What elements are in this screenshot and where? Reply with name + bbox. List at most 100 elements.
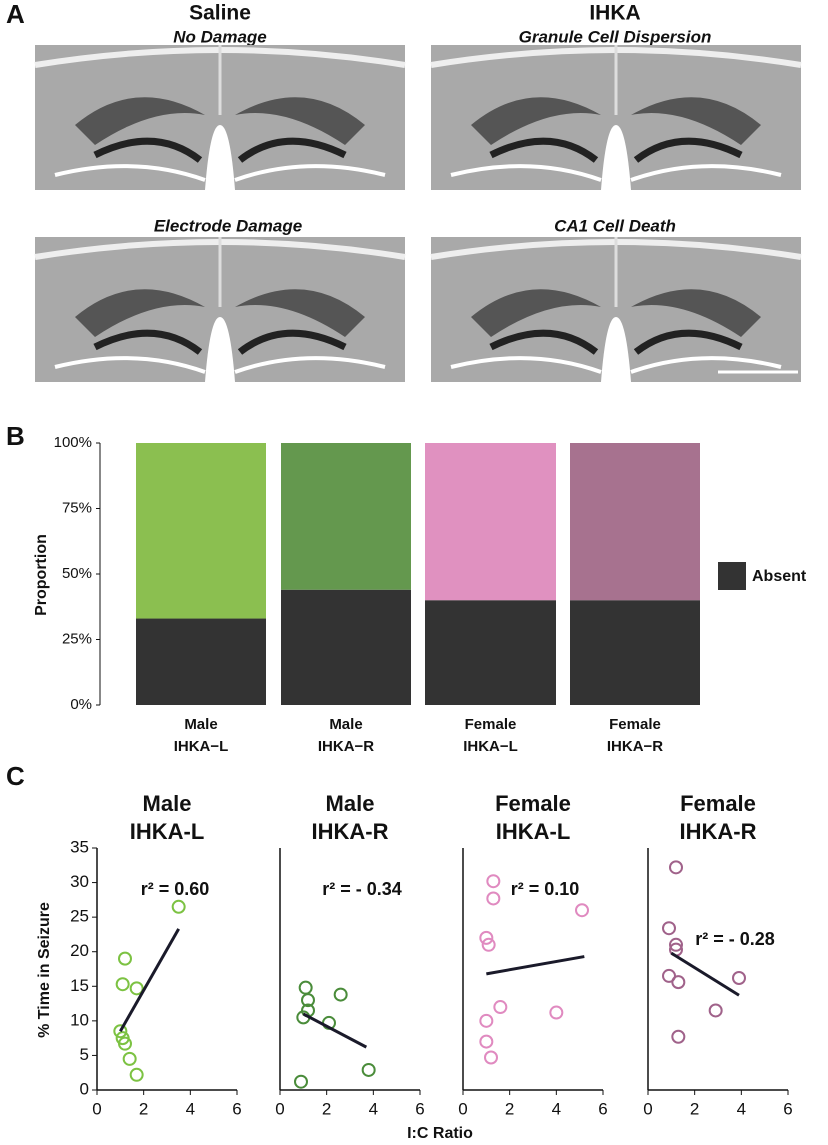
x-tick-label: 2 (322, 1099, 331, 1118)
y-axis-label: Proportion (33, 534, 50, 616)
data-point (669, 860, 683, 875)
data-point (662, 968, 676, 983)
y-tick-label: 5 (80, 1045, 89, 1064)
data-point (486, 874, 501, 889)
column-subtitle: Granule Cell Dispersion (519, 27, 712, 46)
x-tick-label: 2 (690, 1099, 699, 1118)
legend-swatch (718, 562, 746, 590)
chart-title: Female (680, 791, 756, 816)
y-tick-label: 50% (62, 565, 92, 582)
image-caption: CA1 Cell Death (554, 216, 676, 235)
image-caption: Electrode Damage (154, 216, 302, 235)
bar-segment (281, 443, 411, 590)
panel-label: C (6, 761, 25, 791)
annotation: r² = 0.10 (511, 879, 580, 899)
x-tick-label: Female IHKA−L (463, 716, 518, 755)
x-tick-label: 6 (783, 1099, 792, 1118)
panel-a: A Saline No Damage IHKA Granule Cell Dis… (6, 0, 801, 791)
histology-image (431, 237, 801, 382)
data-point (486, 891, 501, 906)
histology-image (35, 45, 405, 190)
y-tick-label: 30 (70, 872, 89, 891)
x-tick-label: 0 (275, 1099, 284, 1118)
chart-title: IHKA-R (680, 819, 757, 844)
data-point (669, 937, 683, 952)
x-tick-label: 4 (737, 1099, 746, 1118)
x-tick-label: 0 (458, 1099, 467, 1118)
chart-title: Male (326, 791, 375, 816)
annotation: r² = 0.60 (141, 879, 210, 899)
x-axis-label: I:C Ratio (407, 1125, 473, 1142)
x-tick-label: 6 (232, 1099, 241, 1118)
bar-segment (425, 600, 556, 705)
y-tick-label: 75% (62, 499, 92, 516)
y-tick-label: 20 (70, 941, 89, 960)
chart-title: Female (495, 791, 571, 816)
y-tick-label: 35 (70, 837, 89, 856)
panel-label: A (6, 0, 25, 29)
x-tick-label: 4 (552, 1099, 561, 1118)
legend-label: Absent (752, 568, 807, 585)
histology-image (35, 237, 405, 382)
chart-title: IHKA-R (312, 819, 389, 844)
histology-image (431, 45, 801, 190)
data-point (301, 993, 315, 1008)
data-point (481, 937, 496, 952)
y-tick-label: 25 (70, 907, 89, 926)
bar-segment (425, 443, 556, 601)
regression-line (302, 1012, 368, 1049)
data-point (294, 1074, 308, 1089)
regression-line (486, 955, 585, 976)
panel-label: B (6, 421, 25, 451)
data-point (484, 1050, 498, 1065)
data-point (575, 903, 589, 918)
data-point (479, 1013, 494, 1028)
data-point (129, 1067, 144, 1082)
data-point (171, 899, 186, 914)
data-point (549, 1005, 564, 1020)
data-point (118, 1036, 132, 1051)
x-tick-label: 4 (186, 1099, 195, 1118)
y-tick-label: 10 (70, 1010, 89, 1029)
data-point (732, 970, 746, 985)
data-point (361, 1062, 376, 1077)
x-tick-label: 4 (369, 1099, 378, 1118)
chart-title: Male (143, 791, 192, 816)
y-tick-label: 100% (54, 434, 92, 451)
regression-line (670, 951, 740, 997)
data-point (671, 975, 686, 990)
x-tick-label: 2 (505, 1099, 514, 1118)
x-tick-label: 6 (415, 1099, 424, 1118)
y-tick-label: 15 (70, 976, 89, 995)
column-title: Saline (189, 2, 251, 25)
data-point (115, 977, 130, 992)
data-point (479, 1034, 494, 1049)
data-point (708, 1003, 723, 1018)
data-point (129, 981, 144, 996)
chart-title: IHKA-L (130, 819, 205, 844)
bar-segment (570, 600, 700, 705)
data-point (333, 987, 348, 1002)
annotation: r² = - 0.28 (695, 929, 775, 949)
y-axis-label: % Time in Seizure (36, 902, 53, 1038)
x-tick-label: 2 (139, 1099, 148, 1118)
y-tick-label: 25% (62, 630, 92, 647)
data-point (122, 1051, 137, 1066)
y-tick-label: 0% (70, 696, 92, 713)
chart-title: IHKA-L (496, 819, 571, 844)
data-point (671, 1029, 686, 1044)
bar-segment (570, 443, 700, 601)
x-tick-label: 0 (643, 1099, 652, 1118)
x-tick-label: 6 (598, 1099, 607, 1118)
data-point (298, 980, 313, 995)
data-point (479, 930, 494, 945)
x-tick-label: Male IHKA−R (318, 716, 374, 755)
data-point (493, 1000, 508, 1015)
data-point (118, 951, 132, 966)
x-tick-label: Male IHKA−L (174, 716, 229, 755)
bar-segment (136, 443, 266, 619)
data-point (113, 1024, 128, 1039)
data-point (662, 921, 676, 936)
regression-line (119, 928, 180, 1032)
